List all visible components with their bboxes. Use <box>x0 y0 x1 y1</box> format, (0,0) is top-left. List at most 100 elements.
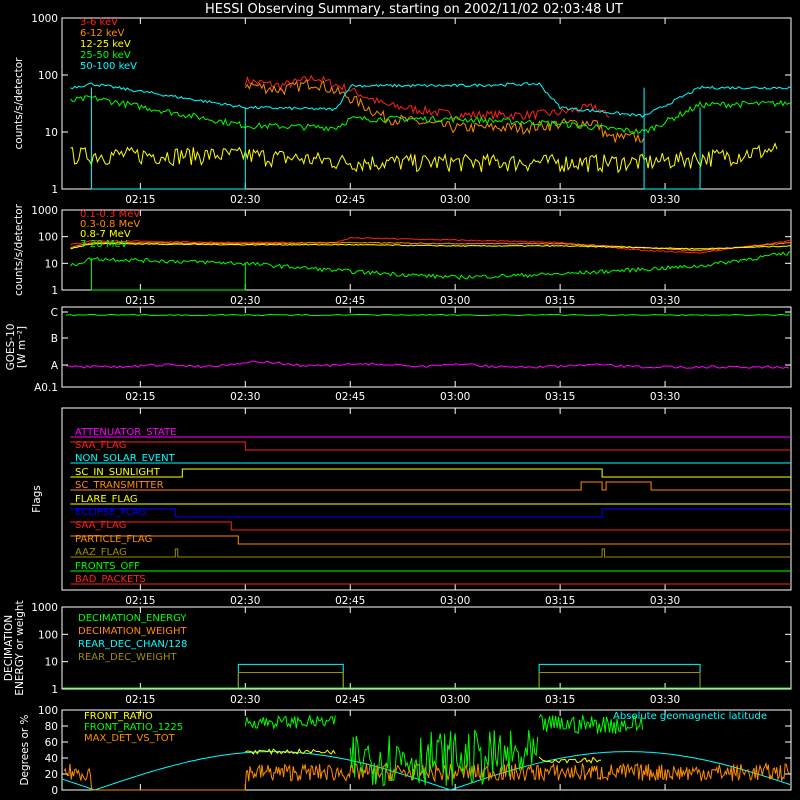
time-tick-label: 03:30 <box>650 694 680 706</box>
series-line-0-3-0-8-mev <box>70 241 792 252</box>
panel5-frame <box>61 606 792 690</box>
y-tick-label: B <box>51 333 58 345</box>
y-tick-label: 1 <box>51 684 58 696</box>
y-tick-label: A <box>51 360 59 372</box>
panel3-frame <box>61 306 792 388</box>
y-tick-label: 0 <box>51 785 58 797</box>
time-tick-label: 02:15 <box>125 391 155 403</box>
goes-long-channel-line <box>65 313 791 317</box>
front-ratio-1225-line <box>349 729 539 787</box>
time-tick-label: 02:30 <box>230 595 260 607</box>
y-axis-label: GOES-10 <box>5 324 17 371</box>
time-tick-label: 03:15 <box>545 194 575 206</box>
time-tick-label: 02:30 <box>230 391 260 403</box>
flag-trace <box>70 508 791 518</box>
flag-trace <box>70 521 791 531</box>
goes-short-channel-line <box>66 360 790 369</box>
y-tick-label: 100 <box>38 232 58 244</box>
legend-item: 7-20 MeV <box>80 239 128 250</box>
y-tick-label: A0.1 <box>34 382 58 394</box>
flag-trace <box>70 481 791 491</box>
front-ratio-line <box>538 756 602 764</box>
legend-item: MAX_DET_VS_TOT <box>84 733 176 744</box>
flag-label: SC_TRANSMITTER <box>75 480 164 491</box>
y-tick-label: 60 <box>45 737 58 749</box>
panel1-frame <box>61 17 792 190</box>
geomagnetic-latitude-annotation: Absolute geomagnetic latitude <box>613 711 767 722</box>
time-tick-label: 03:30 <box>650 391 680 403</box>
flag-label: PARTICLE_FLAG <box>75 534 152 545</box>
time-tick-label: 02:45 <box>335 295 365 307</box>
time-tick-label: 03:15 <box>545 595 575 607</box>
y-tick-label: 80 <box>45 721 58 733</box>
flag-trace <box>70 441 791 451</box>
flag-label: BAD_PACKETS <box>75 574 146 585</box>
rear-dec-chan-line <box>237 663 344 688</box>
flag-trace <box>70 468 791 478</box>
series-line-50-100-kev <box>70 82 792 118</box>
legend-item: REAR_DEC_WEIGHT <box>78 652 177 663</box>
flag-label: AAZ_FLAG <box>75 547 127 558</box>
time-tick-label: 02:45 <box>335 194 365 206</box>
time-tick-label: 03:30 <box>650 595 680 607</box>
flag-label: FRONTS_OFF <box>75 561 140 572</box>
y-tick-label: 100 <box>38 70 58 82</box>
time-tick-label: 02:45 <box>335 391 365 403</box>
time-tick-label: 03:15 <box>545 295 575 307</box>
legend-item: DECIMATION_WEIGHT <box>78 626 187 637</box>
time-tick-label: 03:00 <box>440 694 470 706</box>
time-tick-label: 03:00 <box>440 595 470 607</box>
front-ratio-line <box>245 748 336 756</box>
time-tick-label: 02:15 <box>125 295 155 307</box>
geomagnetic-latitude-line <box>61 751 791 791</box>
legend-item: 25-50 keV <box>80 50 131 61</box>
legend-item: REAR_DEC_CHAN/128 <box>78 639 187 650</box>
flag-trace <box>70 535 791 545</box>
series-line-7-20-mev <box>70 251 792 281</box>
y-axis-label: Degrees or % <box>19 714 31 785</box>
panel6-frame <box>61 709 792 791</box>
legend-item: 0.8-7 MeV <box>80 229 131 240</box>
rear-dec-chan-line <box>538 663 701 688</box>
time-tick-label: 03:00 <box>440 194 470 206</box>
time-tick-label: 02:15 <box>125 694 155 706</box>
time-tick-label: 03:00 <box>440 391 470 403</box>
time-tick-label: 02:45 <box>335 694 365 706</box>
series-line-3-6-kev <box>244 74 610 122</box>
y-tick-label: 10 <box>45 127 58 139</box>
time-tick-label: 03:00 <box>440 295 470 307</box>
legend-item: 12-25 keV <box>80 39 131 50</box>
flag-label: ECLIPSE_FLAG <box>75 507 146 518</box>
y-tick-label: 1000 <box>31 205 58 217</box>
time-tick-label: 02:30 <box>230 694 260 706</box>
series-line-25-50-kev <box>70 95 792 135</box>
flag-label: ATTENUATOR_STATE <box>75 427 176 438</box>
y-tick-label: 1 <box>51 184 58 196</box>
series-line-6-12-kev <box>244 78 645 143</box>
time-tick-label: 03:30 <box>650 295 680 307</box>
time-tick-label: 02:15 <box>125 194 155 206</box>
y-tick-label: 10 <box>45 657 58 669</box>
panel4-frame <box>61 407 792 591</box>
legend-item: 0.1-0.3 MeV <box>80 209 140 220</box>
y-tick-label: 1000 <box>31 602 58 614</box>
series-line-0-8-7-mev <box>70 242 792 250</box>
time-tick-label: 03:30 <box>650 194 680 206</box>
time-tick-label: 03:15 <box>545 694 575 706</box>
y-axis-label: counts/s/detector <box>13 57 25 150</box>
series-line-12-25-kev <box>70 142 778 174</box>
legend-item: FRONT_RATIO <box>84 711 153 722</box>
legend-item: 50-100 keV <box>80 61 137 72</box>
flag-label: NON_SOLAR_EVENT <box>75 453 176 464</box>
time-tick-label: 02:45 <box>335 595 365 607</box>
legend-item: DECIMATION_ENERGY <box>78 613 187 624</box>
y-tick-label: 1000 <box>31 13 58 25</box>
max-det-vs-tot-line <box>63 761 791 791</box>
data-gap-line <box>90 87 246 190</box>
flag-label: FLARE_FLAG <box>75 494 138 505</box>
time-tick-label: 03:15 <box>545 391 575 403</box>
y-axis-label: DECIMATION <box>3 615 15 681</box>
y-tick-label: 20 <box>45 769 58 781</box>
time-tick-label: 02:15 <box>125 595 155 607</box>
